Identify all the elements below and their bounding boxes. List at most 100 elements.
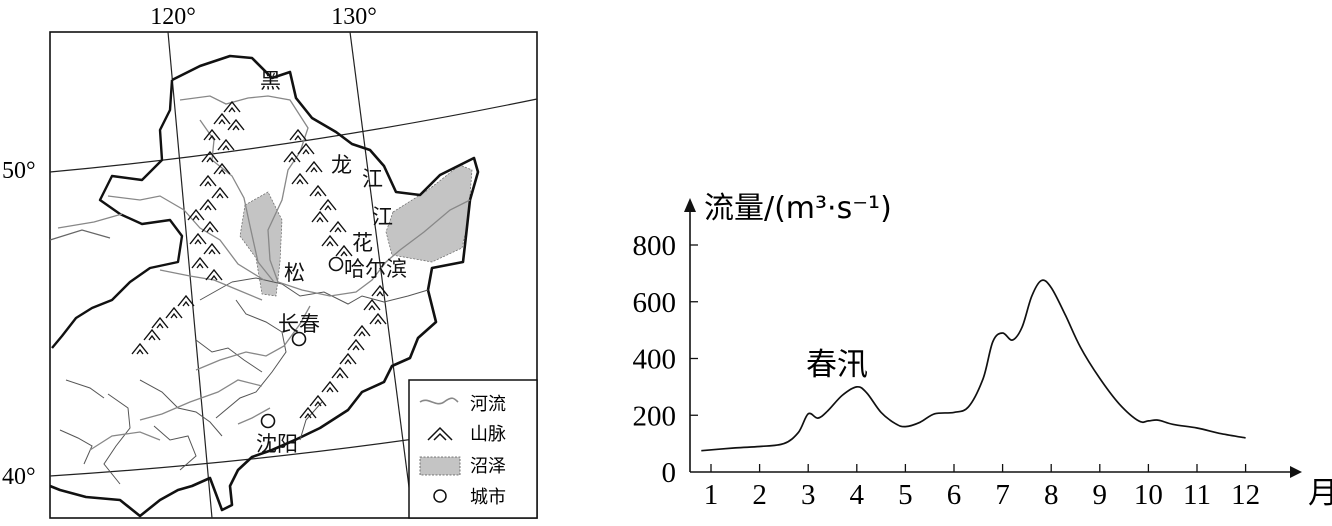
x-tick-label: 10 [1134,479,1163,511]
mountain-symbol [283,150,301,163]
mountain-symbol [321,234,339,247]
meridian-130 [349,31,414,519]
parallel-50 [49,98,538,173]
legend-river-label: 河流 [470,394,506,415]
mountain-symbol [165,306,183,319]
mountain-symbol [369,312,387,325]
harbin-city-marker [328,256,344,272]
mountain-symbol [187,208,205,221]
mountain-symbol [223,100,241,113]
mountain-symbol [199,198,217,211]
mountain-ranges [131,100,389,419]
mountain-symbol [319,198,337,211]
chart-ylabel: 流量/(m³·s⁻¹) [704,191,892,226]
label-jiang-2: 江 [372,205,393,229]
y-axis-arrow [684,198,696,212]
mountain-symbol [353,324,371,337]
label-harbin: 哈尔滨 [344,257,407,281]
river-network [57,95,471,451]
lon-label-120: 120° [150,4,196,30]
mountain-symbol [131,342,149,355]
meridian-120 [167,31,213,519]
mountain-symbol [299,406,317,419]
label-song: 松 [284,261,305,285]
mountain-symbol [201,150,219,163]
y-tick-label: 0 [662,457,677,489]
label-changchun: 长春 [278,312,320,336]
x-tick-label: 8 [1044,479,1059,511]
mountain-symbol [189,232,207,245]
x-tick-label: 4 [850,479,865,511]
x-tick-label: 3 [801,479,816,511]
mountain-symbol [289,128,307,141]
mountain-symbol [297,142,315,155]
month-unit-label: 月 [1308,476,1332,511]
mountain-symbol [331,366,349,379]
label-long: 龙 [331,153,352,177]
label-hei: 黑 [260,69,281,93]
lat-label-40: 40° [2,464,36,490]
y-tick-label: 200 [633,400,677,432]
river-legend-icon [419,397,459,405]
swamp-area [239,164,473,297]
x-tick-label: 7 [995,479,1010,511]
region-boundary [49,54,480,518]
x-tick-label: 6 [947,479,962,511]
lat-label-50: 50° [2,158,36,184]
changchun-city-marker [291,331,307,347]
city-legend-icon [433,489,447,503]
flow-series-line [701,279,1246,452]
x-tick-label: 2 [752,479,767,511]
lon-label-130: 130° [331,4,377,30]
inner-mongolia-border [51,79,184,349]
mountain-symbol [217,138,235,151]
mountain-symbol [363,298,381,311]
mountain-symbol [309,394,327,407]
map-legend: 河流 山脉 沼泽 城市 [408,379,538,519]
mountain-legend-icon [427,426,453,441]
x-tick-label: 12 [1231,479,1260,511]
swamp-legend-icon [419,456,461,476]
y-tick-label: 800 [633,230,677,262]
mountain-symbol [329,220,347,233]
legend-city-label: 城市 [470,487,506,508]
label-jiang-1: 江 [362,167,383,191]
mountain-symbol [347,338,365,351]
mountain-symbol [211,186,229,199]
map-content: 黑 龙 江 江 花 松 哈尔滨 长春 沈阳 [49,31,538,519]
northeast-china-map: 120° 130° 50° 40° [2,4,538,519]
mountain-symbol [201,220,219,233]
chart-axes [684,198,1302,478]
mountain-symbol [151,316,169,329]
y-tick-label: 400 [633,344,677,376]
map-frame [49,31,538,519]
label-hua: 花 [352,231,373,255]
mountain-symbol [309,184,327,197]
mountain-symbol [305,160,323,173]
mountain-symbol [335,244,353,257]
mountain-symbol [203,242,221,255]
mountain-symbol [205,268,223,281]
x-tick-label: 1 [704,479,719,511]
mountain-symbol [227,118,245,131]
label-shenyang: 沈阳 [256,432,298,456]
mountain-symbol [213,112,231,125]
mountain-symbol [203,128,221,141]
legend-box [408,379,538,519]
y-tick-label: 600 [633,287,677,319]
mountain-symbol [213,162,231,175]
mountain-symbol [311,210,329,223]
mountain-symbol [291,172,309,185]
mountain-symbol [143,328,161,341]
x-tick-label: 11 [1183,479,1211,511]
legend-swamp-label: 沼泽 [470,456,506,477]
boundary-west-thin [49,229,111,241]
legend-mountain-label: 山脉 [470,424,506,445]
mountain-symbol [177,294,195,307]
mountain-symbol [371,284,389,297]
mountain-symbol [199,174,217,187]
spring-flood-annotation: 春汛 [806,347,868,383]
x-axis-arrow [1290,466,1302,478]
mountain-symbol [339,352,357,365]
